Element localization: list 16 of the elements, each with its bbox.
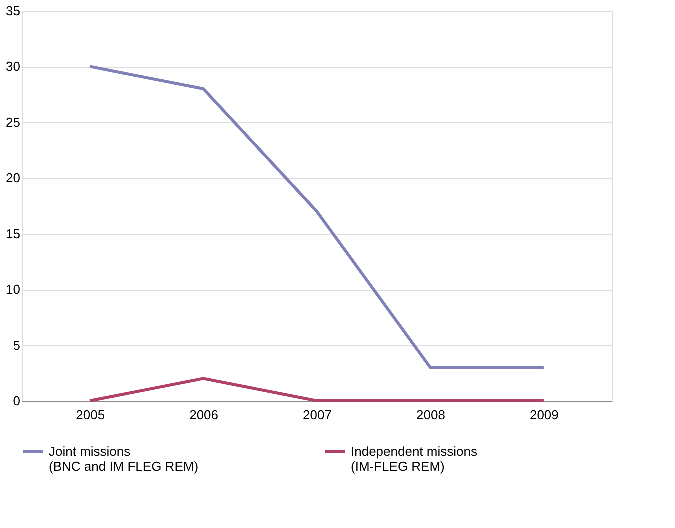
x-tick-label: 2008	[416, 408, 446, 422]
x-tick-label: 2007	[303, 408, 332, 422]
y-tick-label: 20	[6, 170, 20, 186]
y-tick-label: 30	[6, 59, 20, 74]
y-tick-label: 15	[6, 226, 20, 242]
y-tick-label: 25	[6, 114, 20, 130]
y-tick-label: 10	[6, 282, 20, 298]
x-tick-label: 2006	[190, 408, 218, 422]
y-tick-label: 0	[13, 394, 20, 408]
y-tick-label: 35	[6, 4, 20, 18]
x-tick-label: 2005	[76, 408, 106, 422]
line-series	[88, 65, 546, 370]
legend-label: Joint missions (BNC and IM FLEG REM)	[49, 444, 199, 474]
x-tick-label: 2009	[530, 408, 559, 422]
legend-label: Independent missions (IM-FLEG REM)	[351, 444, 478, 474]
y-tick-label: 5	[13, 338, 20, 353]
